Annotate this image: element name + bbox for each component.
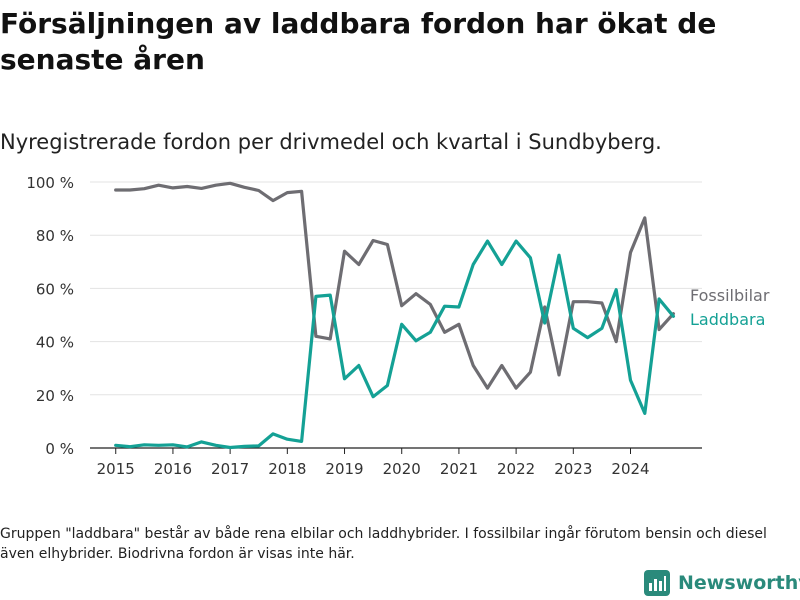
x-tick-label: 2018 [268,460,306,478]
legend-label-laddbara: Laddbara [690,310,765,329]
x-tick-label: 2019 [325,460,363,478]
y-tick-label: 100 % [26,174,74,192]
x-tick-label: 2024 [611,460,649,478]
chart-subtitle: Nyregistrerade fordon per drivmedel och … [0,130,662,154]
x-tick-label: 2015 [97,460,135,478]
y-tick-label: 40 % [36,334,74,352]
page-title: Försäljningen av laddbara fordon har öka… [0,7,717,76]
x-tick-label: 2017 [211,460,249,478]
x-tick-label: 2020 [383,460,421,478]
y-tick-label: 80 % [36,227,74,245]
x-tick-label: 2016 [154,460,192,478]
x-tick-label: 2021 [440,460,478,478]
brand-name: Newsworthy [678,572,800,594]
y-tick-label: 0 % [45,440,74,458]
footnote: Gruppen "laddbara" består av både rena e… [0,526,767,562]
y-tick-label: 20 % [36,387,74,405]
series-line-fossilbilar [114,181,676,390]
x-tick-label: 2023 [554,460,592,478]
brand-logo: Newsworthy [644,568,800,598]
x-tick-label: 2022 [497,460,535,478]
y-tick-label: 60 % [36,280,74,298]
newsworthy-logo-icon [644,570,670,596]
legend-label-fossilbilar: Fossilbilar [690,286,770,305]
series-line-laddbara [114,239,676,450]
